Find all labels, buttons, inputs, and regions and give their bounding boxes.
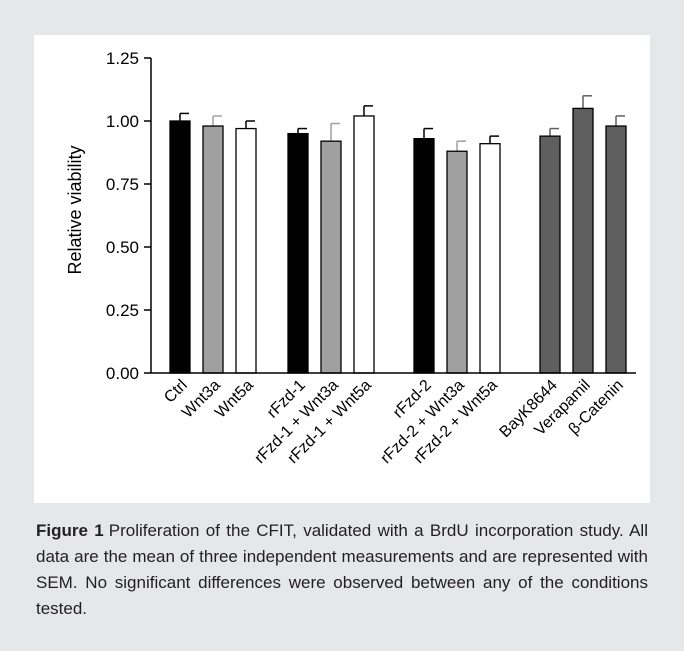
bar-chart: Relative viability 0.00 0.25 0.50 0.75 1.00 1… (65, 49, 636, 467)
bar (353, 115, 375, 374)
bar (479, 143, 501, 374)
figure-panel: Relative viability 0.00 0.25 0.50 0.75 1.00 1… (34, 35, 650, 503)
figure-caption-text: Proliferation of the CFIT, validated wit… (36, 521, 648, 618)
y-tick-label: 1.00 (106, 112, 139, 131)
bar (572, 107, 594, 374)
y-tick-label: 0.00 (106, 364, 139, 383)
y-tick-label: 1.25 (106, 49, 139, 68)
bar (287, 132, 309, 374)
bar (539, 135, 561, 374)
bar (413, 137, 435, 374)
y-tick-label: 0.50 (106, 238, 139, 257)
y-axis-label: Relative viability (65, 145, 85, 274)
bar (235, 127, 257, 374)
y-tick-label: 0.75 (106, 175, 139, 194)
y-tick-label: 0.25 (106, 301, 139, 320)
figure-caption: Figure 1 Proliferation of the CFIT, valid… (36, 518, 648, 622)
bar (169, 120, 191, 374)
bar (320, 140, 342, 374)
bar (202, 125, 224, 374)
figure-label: Figure 1 (36, 521, 104, 540)
bar (446, 150, 468, 374)
x-tick-label: Wnt5a (212, 377, 257, 422)
bar (605, 125, 627, 374)
